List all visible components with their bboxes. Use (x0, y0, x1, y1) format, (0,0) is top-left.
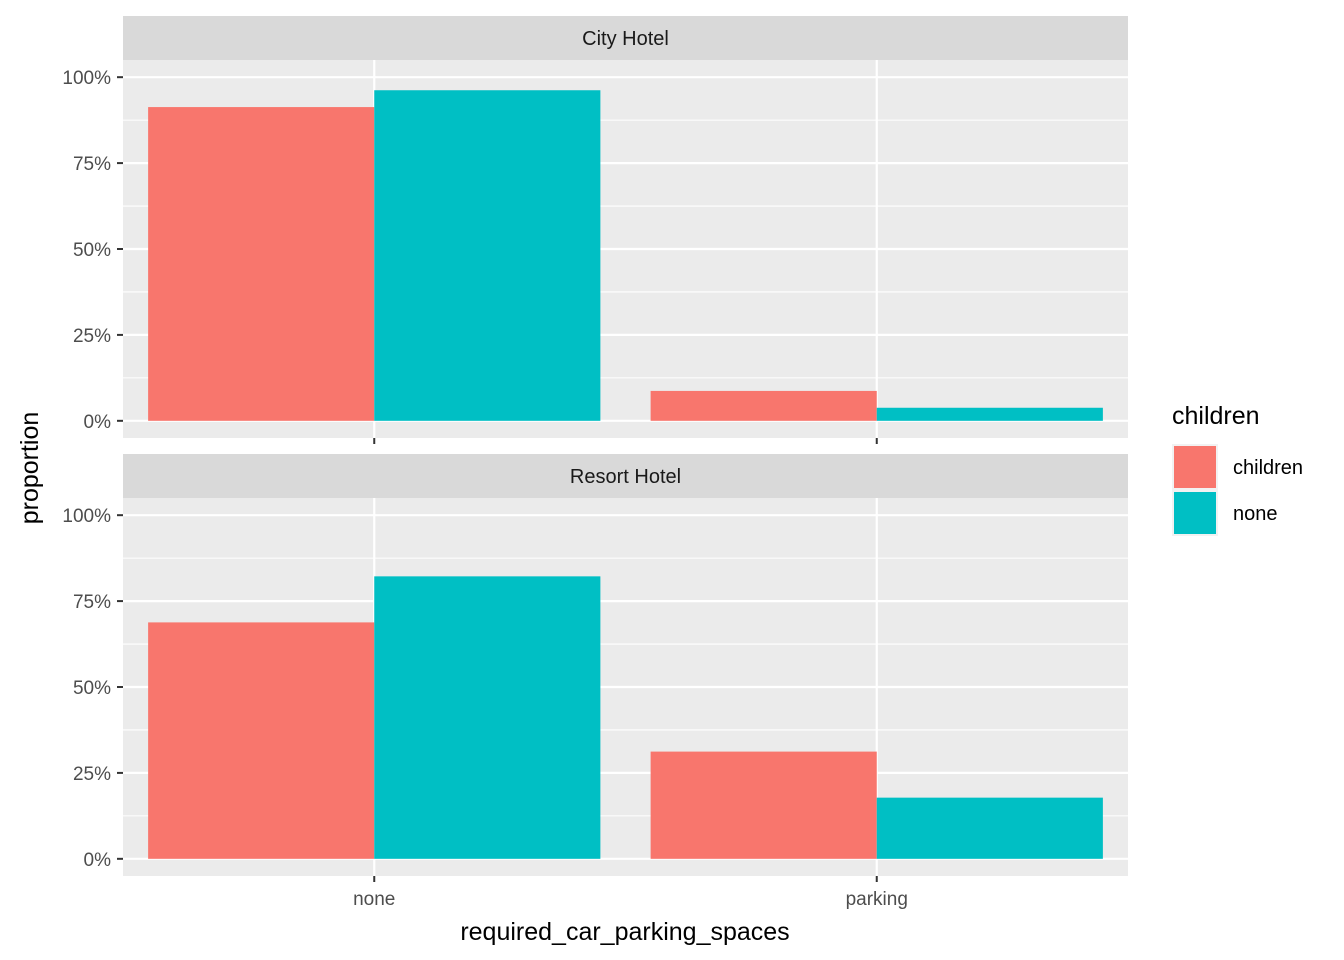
facet-strip (123, 16, 1128, 60)
bar-none-none (374, 90, 601, 421)
legend: children children none (1172, 402, 1303, 536)
bar-children-parking (650, 390, 877, 421)
bar-children-parking (650, 751, 877, 859)
facet-strip (123, 454, 1128, 498)
facet-resort-hotel: Resort Hotel 0% 25% 50% 75% 100% (62, 454, 1128, 876)
y-tick-label: 75% (73, 154, 111, 175)
y-tick-label: 75% (73, 592, 111, 613)
x-tick-label: none (353, 889, 395, 910)
legend-label-none: none (1233, 503, 1278, 525)
x-axis-title: required_car_parking_spaces (460, 918, 789, 946)
y-tick-label: 50% (73, 240, 111, 261)
facet-strip-label: Resort Hotel (570, 466, 681, 488)
y-tick-label: 100% (62, 68, 111, 89)
bar-none-parking (876, 797, 1103, 859)
legend-key-children (1174, 446, 1216, 488)
legend-label-children: children (1233, 457, 1303, 479)
y-tick-label: 0% (84, 850, 112, 871)
y-tick-label: 100% (62, 506, 111, 527)
y-tick-label: 0% (84, 412, 112, 433)
facet-panels: City Hotel 0% 25% 50% 75% 100% Resort Hotel 0% 2… (62, 16, 1128, 876)
x-axis: none parking (353, 438, 908, 910)
y-tick-label: 25% (73, 326, 111, 347)
bar-children-none (148, 622, 375, 859)
y-tick-label: 50% (73, 678, 111, 699)
bar-none-parking (876, 407, 1103, 421)
legend-key-none (1174, 492, 1216, 534)
facet-city-hotel: City Hotel 0% 25% 50% 75% 100% (62, 16, 1128, 438)
x-tick-label: parking (846, 889, 908, 910)
bar-none-none (374, 576, 601, 859)
legend-title: children (1172, 402, 1260, 430)
y-tick-label: 25% (73, 764, 111, 785)
y-axis-title: proportion (16, 412, 44, 525)
facet-strip-label: City Hotel (582, 28, 669, 50)
bar-children-none (148, 107, 375, 421)
